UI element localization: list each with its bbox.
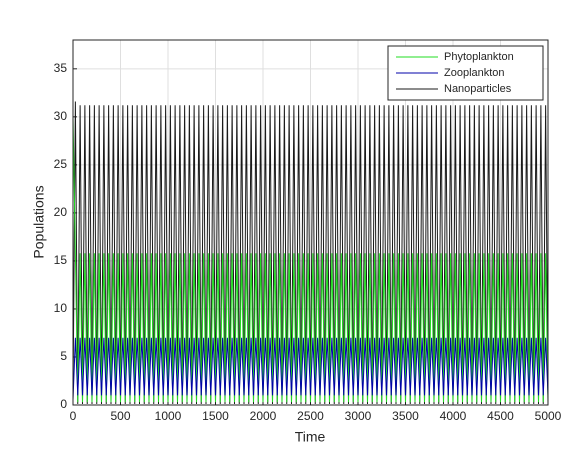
y-tick-label: 5 [60,349,67,363]
plot-frame [72,39,549,406]
legend-label: Phytoplankton [444,51,514,63]
y-tick-label: 0 [60,397,67,411]
y-tick-label: 35 [54,61,68,75]
x-axis-label: Time [295,429,326,445]
x-tick-label: 3500 [392,409,419,423]
y-axis-label: Populations [31,185,47,258]
x-tick-label: 2500 [297,409,324,423]
y-tick-label: 10 [54,301,68,315]
legend-label: Nanoparticles [444,83,512,95]
line [72,101,549,405]
x-tick-label: 4000 [440,409,467,423]
x-tick-label: 2000 [250,409,277,423]
y-tick-label: 25 [54,157,68,171]
y-tick-label: 30 [54,109,68,123]
x-tick-label: 500 [110,409,130,423]
x-tick-label: 4500 [487,409,514,423]
x-tick-label: 1000 [155,409,182,423]
x-tick-label: 5000 [535,409,562,423]
y-tick-label: 20 [54,205,68,219]
legend-label: Zooplankton [444,67,505,79]
line [72,337,549,401]
x-tick-label: 0 [70,409,77,423]
line [72,116,549,403]
x-tick-label: 1500 [202,409,229,423]
y-tick-label: 15 [54,253,68,267]
x-tick-label: 3000 [345,409,372,423]
